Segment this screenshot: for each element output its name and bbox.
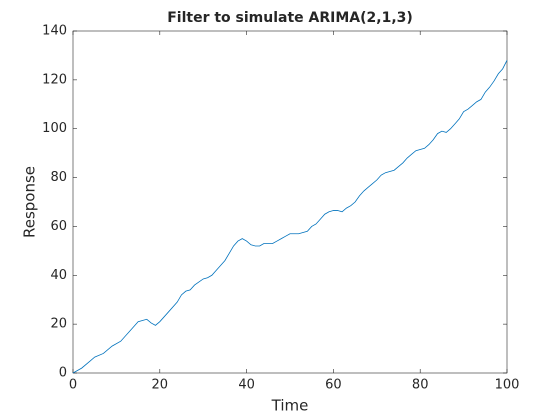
x-axis-label: Time — [271, 397, 309, 415]
x-tick-label: 0 — [69, 378, 77, 393]
plot-area — [72, 30, 508, 374]
chart-title: Filter to simulate ARIMA(2,1,3) — [167, 10, 413, 26]
x-tick-label: 100 — [495, 378, 520, 393]
y-tick-label: 40 — [50, 268, 67, 283]
x-tick-label: 40 — [238, 378, 255, 393]
x-tick-label: 60 — [325, 378, 342, 393]
y-tick-label: 140 — [42, 24, 67, 39]
x-tick-label: 80 — [412, 378, 429, 393]
y-tick-label: 80 — [50, 170, 67, 185]
y-tick-label: 0 — [59, 366, 67, 381]
y-tick-label: 120 — [42, 72, 67, 87]
line — [72, 60, 508, 374]
x-tick-label: 20 — [152, 378, 169, 393]
y-tick-label: 100 — [42, 121, 67, 136]
y-tick-label: 60 — [50, 219, 67, 234]
y-tick-label: 20 — [50, 317, 67, 332]
y-axis-label: Response — [21, 166, 39, 238]
